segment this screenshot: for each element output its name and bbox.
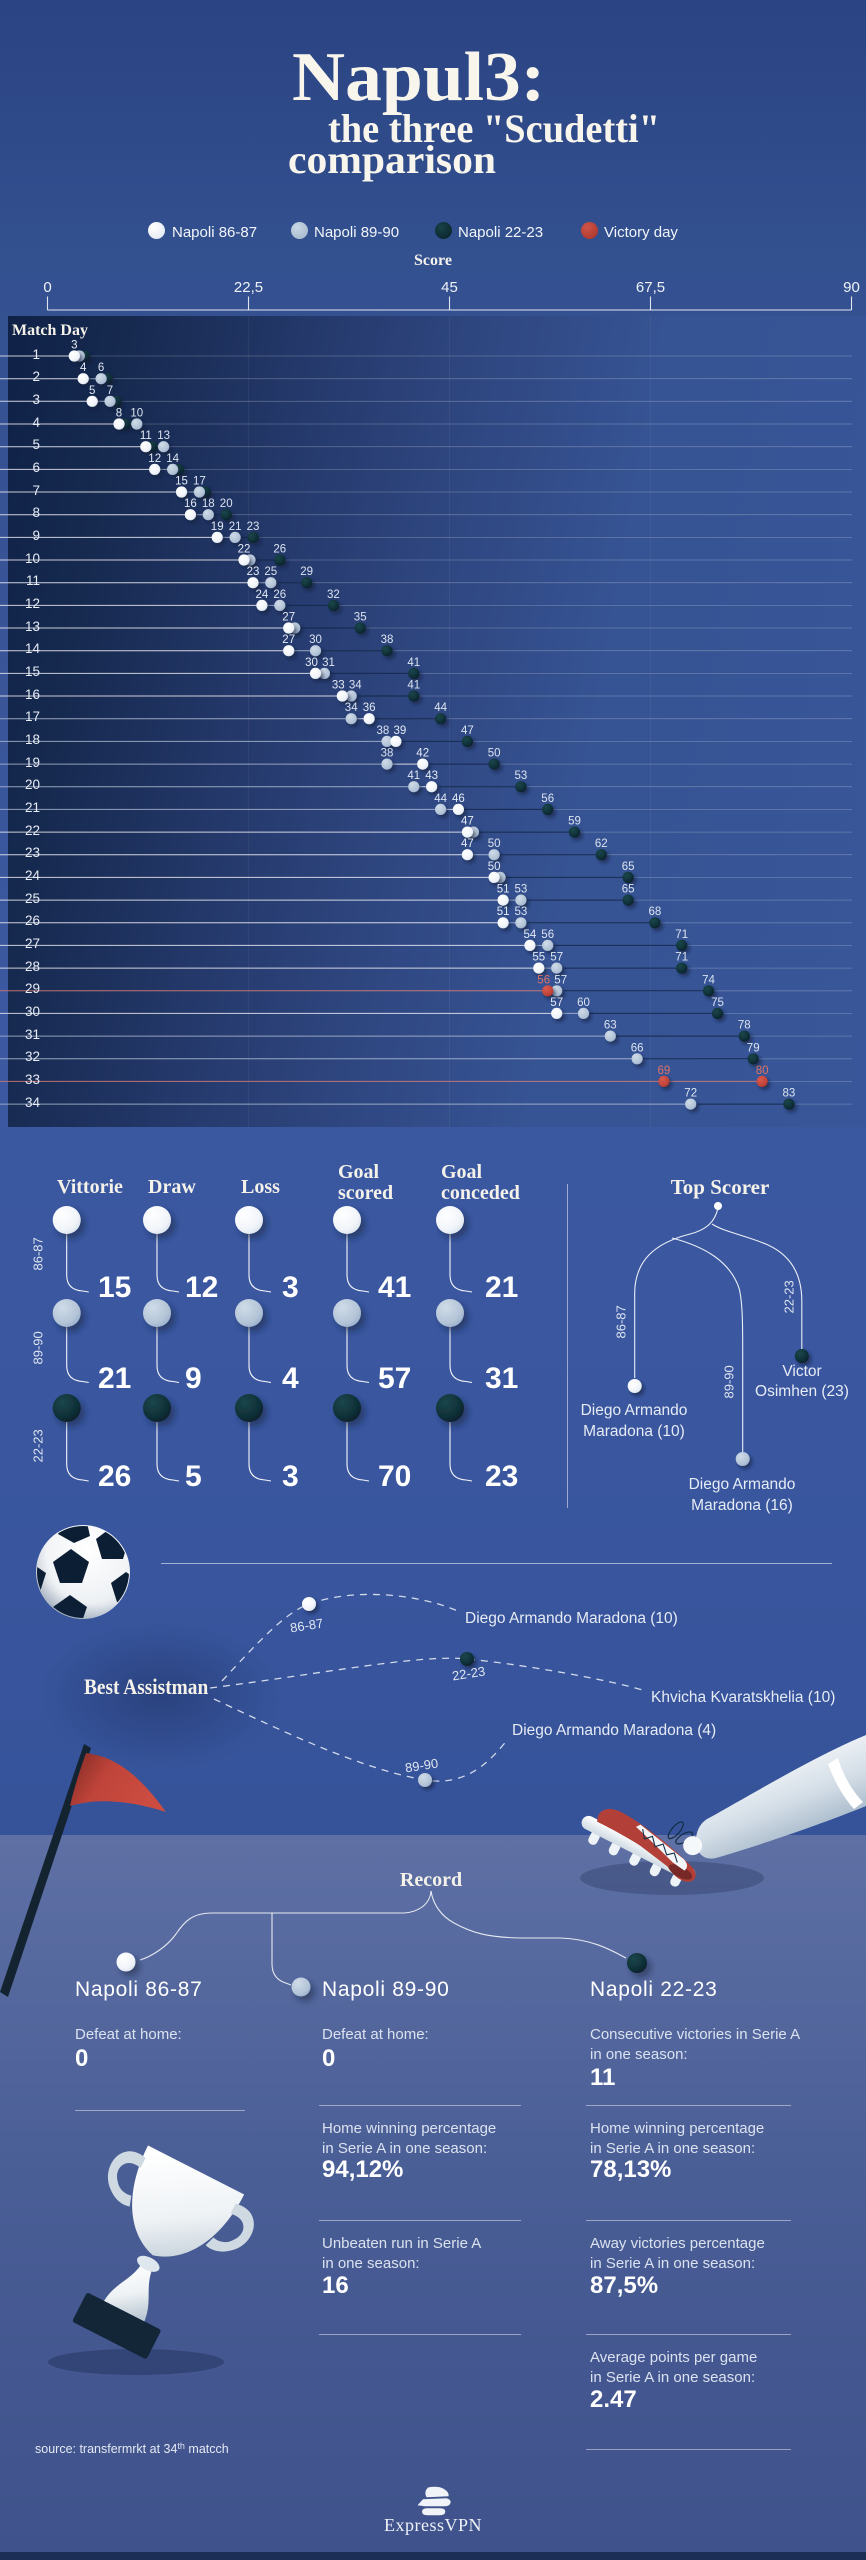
svg-text:29: 29 bbox=[300, 566, 313, 578]
svg-text:34: 34 bbox=[345, 702, 358, 714]
svg-text:56: 56 bbox=[541, 793, 554, 805]
svg-text:47: 47 bbox=[461, 725, 474, 737]
svg-text:36: 36 bbox=[363, 702, 376, 714]
svg-text:14: 14 bbox=[166, 453, 179, 465]
svg-text:22: 22 bbox=[238, 544, 251, 556]
svg-text:72: 72 bbox=[684, 1088, 697, 1100]
svg-text:27: 27 bbox=[282, 634, 295, 646]
svg-text:34: 34 bbox=[349, 680, 362, 692]
svg-text:17: 17 bbox=[193, 476, 206, 488]
svg-text:18: 18 bbox=[202, 498, 215, 510]
svg-text:38: 38 bbox=[377, 725, 390, 737]
svg-text:60: 60 bbox=[577, 997, 590, 1009]
svg-text:42: 42 bbox=[416, 748, 429, 760]
svg-text:46: 46 bbox=[452, 793, 465, 805]
svg-text:71: 71 bbox=[675, 929, 688, 941]
svg-text:24: 24 bbox=[256, 589, 269, 601]
svg-text:55: 55 bbox=[532, 952, 545, 964]
svg-text:33: 33 bbox=[332, 680, 345, 692]
svg-text:71: 71 bbox=[675, 952, 688, 964]
svg-text:12: 12 bbox=[148, 453, 161, 465]
svg-text:53: 53 bbox=[515, 770, 528, 782]
svg-text:23: 23 bbox=[247, 521, 260, 533]
svg-text:59: 59 bbox=[568, 816, 581, 828]
svg-text:74: 74 bbox=[702, 974, 715, 986]
svg-text:27: 27 bbox=[282, 612, 295, 624]
svg-text:57: 57 bbox=[550, 997, 563, 1009]
svg-text:57: 57 bbox=[554, 974, 567, 986]
svg-text:75: 75 bbox=[711, 997, 724, 1009]
svg-text:31: 31 bbox=[322, 657, 335, 669]
svg-text:23: 23 bbox=[247, 566, 260, 578]
svg-text:32: 32 bbox=[327, 589, 340, 601]
svg-text:54: 54 bbox=[524, 929, 537, 941]
svg-text:47: 47 bbox=[461, 816, 474, 828]
svg-text:41: 41 bbox=[407, 770, 420, 782]
svg-text:13: 13 bbox=[157, 430, 170, 442]
svg-text:57: 57 bbox=[550, 952, 563, 964]
svg-text:65: 65 bbox=[622, 884, 635, 896]
svg-text:35: 35 bbox=[354, 612, 367, 624]
svg-text:19: 19 bbox=[211, 521, 224, 533]
svg-text:65: 65 bbox=[622, 861, 635, 873]
svg-text:56: 56 bbox=[541, 929, 554, 941]
svg-text:3: 3 bbox=[71, 340, 77, 352]
svg-text:47: 47 bbox=[461, 838, 474, 850]
svg-text:80: 80 bbox=[756, 1065, 769, 1077]
svg-text:30: 30 bbox=[309, 634, 322, 646]
svg-text:38: 38 bbox=[381, 748, 394, 760]
svg-text:67,5: 67,5 bbox=[636, 279, 665, 296]
svg-text:22,5: 22,5 bbox=[234, 279, 263, 296]
svg-text:16: 16 bbox=[184, 498, 197, 510]
svg-text:4: 4 bbox=[80, 362, 87, 374]
svg-text:43: 43 bbox=[425, 770, 438, 782]
svg-text:38: 38 bbox=[381, 634, 394, 646]
svg-text:25: 25 bbox=[264, 566, 277, 578]
svg-text:68: 68 bbox=[649, 906, 662, 918]
svg-text:62: 62 bbox=[595, 838, 608, 850]
svg-text:20: 20 bbox=[220, 498, 233, 510]
svg-text:83: 83 bbox=[783, 1088, 796, 1100]
svg-text:0: 0 bbox=[43, 279, 51, 296]
svg-text:41: 41 bbox=[407, 680, 420, 692]
svg-text:7: 7 bbox=[107, 385, 113, 397]
svg-text:21: 21 bbox=[229, 521, 242, 533]
svg-text:51: 51 bbox=[497, 884, 510, 896]
svg-text:69: 69 bbox=[658, 1065, 671, 1077]
svg-text:53: 53 bbox=[515, 906, 528, 918]
svg-text:41: 41 bbox=[407, 657, 420, 669]
svg-text:26: 26 bbox=[273, 544, 286, 556]
svg-text:51: 51 bbox=[497, 906, 510, 918]
svg-text:50: 50 bbox=[488, 748, 501, 760]
svg-text:53: 53 bbox=[515, 884, 528, 896]
svg-text:15: 15 bbox=[175, 476, 188, 488]
svg-text:66: 66 bbox=[631, 1042, 644, 1054]
svg-text:50: 50 bbox=[488, 861, 501, 873]
svg-text:79: 79 bbox=[747, 1042, 760, 1054]
svg-text:45: 45 bbox=[441, 279, 458, 296]
svg-text:6: 6 bbox=[98, 362, 104, 374]
svg-text:5: 5 bbox=[89, 385, 95, 397]
svg-text:39: 39 bbox=[394, 725, 407, 737]
svg-text:44: 44 bbox=[434, 702, 447, 714]
svg-text:50: 50 bbox=[488, 838, 501, 850]
svg-text:10: 10 bbox=[130, 408, 143, 420]
svg-text:26: 26 bbox=[273, 589, 286, 601]
svg-text:11: 11 bbox=[140, 430, 152, 442]
svg-text:30: 30 bbox=[305, 657, 318, 669]
svg-text:44: 44 bbox=[434, 793, 447, 805]
svg-text:56: 56 bbox=[537, 974, 550, 986]
svg-text:78: 78 bbox=[738, 1020, 751, 1032]
svg-text:8: 8 bbox=[116, 408, 122, 420]
svg-text:90: 90 bbox=[843, 279, 860, 296]
svg-text:63: 63 bbox=[604, 1020, 617, 1032]
